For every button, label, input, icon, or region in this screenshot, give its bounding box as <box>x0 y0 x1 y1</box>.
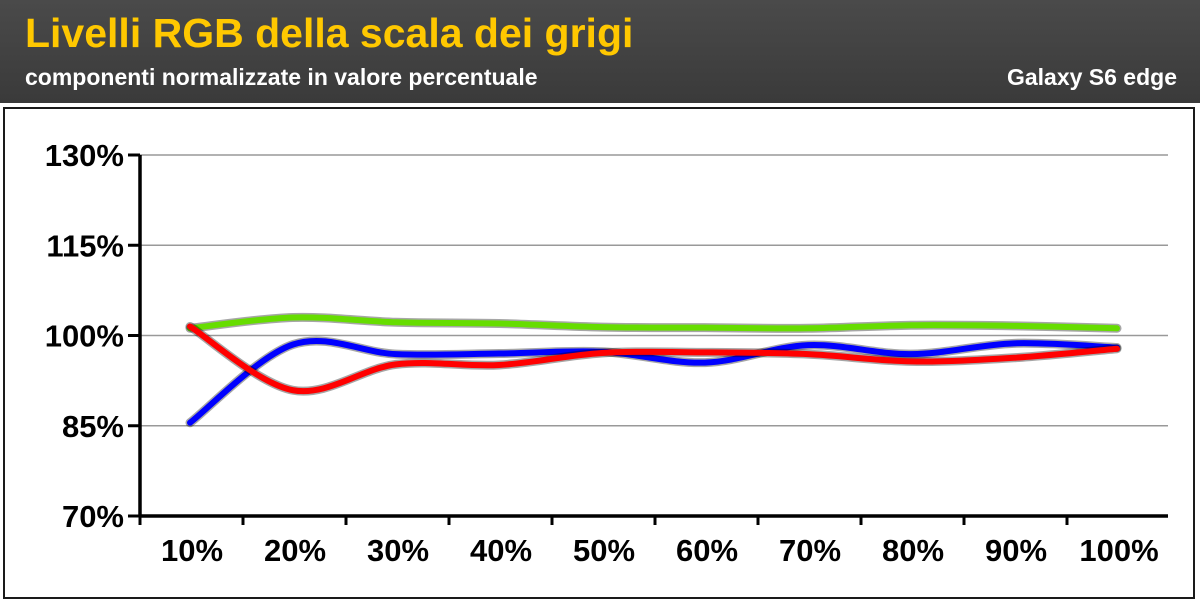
green-series <box>185 312 1122 333</box>
green-line <box>187 314 1120 332</box>
y-tick-label: 100% <box>45 319 124 354</box>
series-layer <box>185 312 1122 428</box>
x-tick-label: 30% <box>367 533 429 568</box>
red-series <box>185 321 1122 396</box>
y-tick-label: 130% <box>45 138 124 173</box>
red-line <box>187 323 1120 395</box>
x-tick-label: 70% <box>779 533 841 568</box>
axis-layer <box>128 153 1168 525</box>
x-tick-label: 80% <box>882 533 944 568</box>
y-tick-label: 70% <box>62 499 124 534</box>
grid-layer <box>140 154 1168 427</box>
device-label: Galaxy S6 edge <box>1006 64 1177 90</box>
x-tick-label: 40% <box>470 533 532 568</box>
x-tick-label: 100% <box>1079 533 1158 568</box>
x-tick-label: 60% <box>676 533 738 568</box>
x-tick-label: 10% <box>161 533 223 568</box>
label-layer: 70% 85% 100% 115% 130% 10% 20% 30% 40% 50% 60% 70% 8… <box>45 138 1159 568</box>
x-tick-label: 90% <box>985 533 1047 568</box>
chart-header: Livelli RGB della scala dei grigi compon… <box>0 0 1200 103</box>
chart-subtitle: componenti normalizzate in valore percen… <box>25 64 538 90</box>
blue-series <box>185 336 1122 428</box>
chart-title: Livelli RGB della scala dei grigi <box>25 10 634 56</box>
x-tick-label: 20% <box>264 533 326 568</box>
blue-line <box>187 338 1120 426</box>
y-tick-label: 115% <box>46 228 124 263</box>
x-tick-label: 50% <box>573 533 635 568</box>
y-tick-label: 85% <box>62 409 124 444</box>
